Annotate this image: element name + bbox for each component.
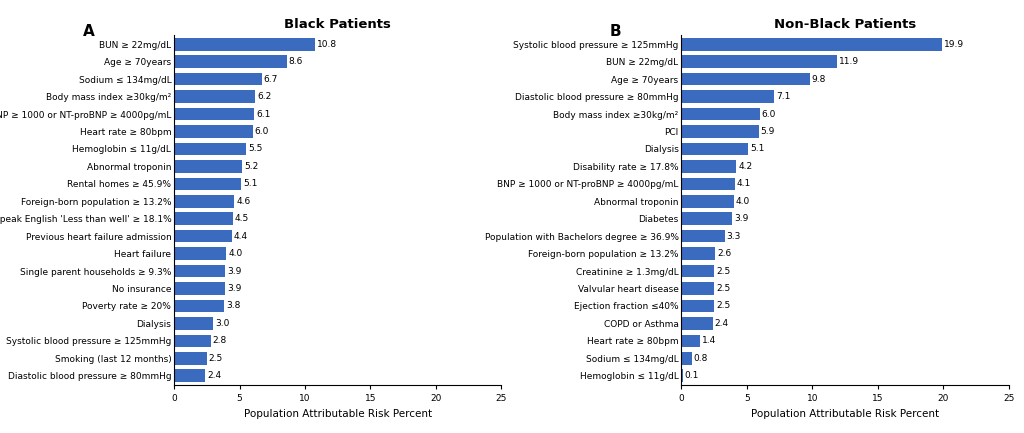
Bar <box>681 230 725 242</box>
Bar <box>174 142 246 155</box>
Bar <box>681 352 692 365</box>
Text: 4.1: 4.1 <box>737 179 752 188</box>
Bar <box>174 55 287 68</box>
Text: 4.5: 4.5 <box>234 214 249 223</box>
Text: 2.5: 2.5 <box>209 354 223 363</box>
Text: 8.6: 8.6 <box>289 57 303 66</box>
Bar <box>681 247 716 260</box>
Bar <box>681 160 736 173</box>
Text: 5.2: 5.2 <box>244 162 258 171</box>
Bar <box>681 90 774 103</box>
Text: 4.0: 4.0 <box>735 197 750 206</box>
Text: 1.4: 1.4 <box>701 336 716 346</box>
Text: 0.8: 0.8 <box>694 354 709 363</box>
Text: 6.7: 6.7 <box>264 74 279 84</box>
Bar <box>681 213 732 225</box>
Bar <box>681 317 713 330</box>
Text: 2.5: 2.5 <box>716 267 730 275</box>
Bar <box>174 300 224 312</box>
Text: 3.9: 3.9 <box>227 284 242 293</box>
Bar <box>174 230 231 242</box>
Bar <box>174 178 241 190</box>
Bar <box>174 369 206 382</box>
Text: 2.5: 2.5 <box>716 301 730 310</box>
Text: 19.9: 19.9 <box>944 40 964 49</box>
Bar <box>681 178 735 190</box>
Text: 9.8: 9.8 <box>812 74 826 84</box>
Text: 0.1: 0.1 <box>685 371 699 380</box>
Text: 4.4: 4.4 <box>233 232 248 241</box>
Bar <box>681 38 942 51</box>
Title: Non-Black Patients: Non-Black Patients <box>774 18 916 31</box>
X-axis label: Population Attributable Risk Percent: Population Attributable Risk Percent <box>244 409 432 419</box>
X-axis label: Population Attributable Risk Percent: Population Attributable Risk Percent <box>751 409 939 419</box>
Bar <box>681 55 838 68</box>
Bar <box>174 282 225 295</box>
Text: A: A <box>83 24 94 39</box>
Text: 2.4: 2.4 <box>715 319 729 328</box>
Text: B: B <box>609 24 621 39</box>
Text: 3.9: 3.9 <box>227 267 242 275</box>
Text: 3.9: 3.9 <box>734 214 749 223</box>
Bar <box>681 73 810 85</box>
Bar <box>174 265 225 278</box>
Text: 5.9: 5.9 <box>761 127 775 136</box>
Bar <box>174 73 262 85</box>
Text: 7.1: 7.1 <box>776 92 791 101</box>
Text: 2.8: 2.8 <box>213 336 227 346</box>
Bar <box>174 317 213 330</box>
Text: 6.2: 6.2 <box>257 92 271 101</box>
Bar <box>174 335 211 347</box>
Bar <box>174 125 253 138</box>
Bar <box>174 247 226 260</box>
Text: 3.8: 3.8 <box>225 301 241 310</box>
Text: 5.1: 5.1 <box>751 145 765 153</box>
Bar <box>681 282 714 295</box>
Bar <box>681 369 683 382</box>
Bar <box>681 335 699 347</box>
Bar <box>174 90 255 103</box>
Text: 4.2: 4.2 <box>738 162 753 171</box>
Bar <box>174 38 315 51</box>
Text: 4.0: 4.0 <box>228 249 243 258</box>
Bar <box>174 160 242 173</box>
Bar <box>681 195 734 207</box>
Text: 11.9: 11.9 <box>839 57 859 66</box>
Text: 6.0: 6.0 <box>762 110 776 119</box>
Title: Black Patients: Black Patients <box>285 18 391 31</box>
Text: 2.5: 2.5 <box>716 284 730 293</box>
Bar <box>681 300 714 312</box>
Text: 5.5: 5.5 <box>248 145 262 153</box>
Bar <box>681 142 749 155</box>
Bar <box>174 195 234 207</box>
Text: 10.8: 10.8 <box>317 40 338 49</box>
Text: 6.1: 6.1 <box>256 110 270 119</box>
Text: 5.1: 5.1 <box>243 179 257 188</box>
Bar <box>681 265 714 278</box>
Text: 6.0: 6.0 <box>255 127 269 136</box>
Text: 2.6: 2.6 <box>718 249 731 258</box>
Bar <box>174 213 233 225</box>
Bar <box>681 108 760 120</box>
Text: 2.4: 2.4 <box>208 371 221 380</box>
Bar <box>174 352 207 365</box>
Bar <box>681 125 759 138</box>
Text: 3.0: 3.0 <box>215 319 229 328</box>
Text: 4.6: 4.6 <box>237 197 251 206</box>
Text: 3.3: 3.3 <box>726 232 741 241</box>
Bar <box>174 108 254 120</box>
